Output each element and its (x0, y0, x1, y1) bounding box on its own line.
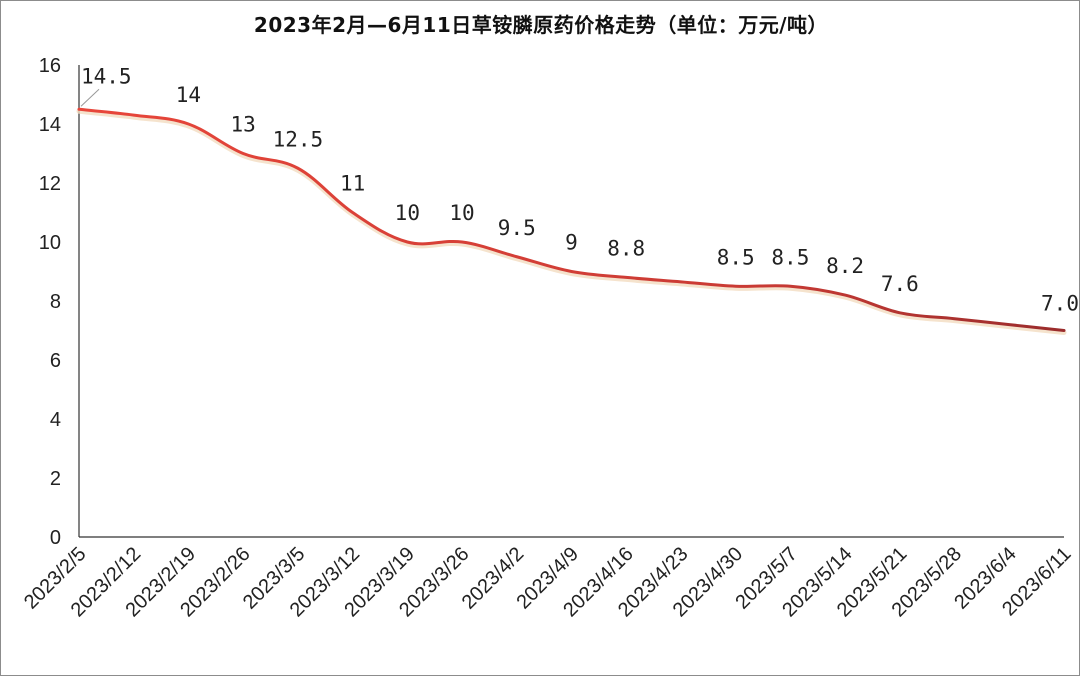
y-tick-label-5: 10 (39, 232, 61, 254)
y-tick-label-8: 16 (39, 55, 61, 77)
data-label-0: 14.5 (81, 64, 132, 88)
data-label-4: 12.5 (273, 127, 324, 151)
data-point-7 (460, 240, 463, 243)
data-label-3: 13 (231, 113, 256, 137)
y-tick-label-7: 14 (39, 114, 61, 136)
data-point-8 (515, 255, 518, 258)
data-point-16 (953, 317, 956, 320)
series-line-shadow (76, 108, 1067, 335)
data-label-14: 8.2 (826, 254, 864, 278)
chart-title: 2023年2月—6月11日草铵膦原药价格走势（单位：万元/吨） (253, 13, 829, 37)
data-label-10: 8.8 (607, 236, 645, 260)
data-point-10 (625, 276, 628, 279)
data-label-18: 7.0 (1041, 292, 1079, 316)
data-label-9: 9 (565, 231, 578, 255)
series-line (77, 107, 1066, 332)
data-label-12: 8.5 (717, 245, 755, 269)
data-point-13 (789, 285, 792, 288)
data-point-14 (844, 294, 847, 297)
y-tick-label-1: 2 (50, 468, 61, 490)
y-tick-label-6: 12 (39, 173, 61, 195)
y-tick-label-0: 0 (50, 527, 61, 549)
data-point-0 (77, 108, 80, 111)
data-point-5 (351, 211, 354, 214)
y-tick-label-3: 6 (50, 350, 61, 372)
data-label-leader-0 (80, 88, 100, 107)
data-label-13: 8.5 (771, 245, 809, 269)
data-point-18 (1062, 329, 1065, 332)
data-point-11 (679, 280, 682, 283)
data-point-3 (242, 152, 245, 155)
data-label-6: 10 (395, 201, 420, 225)
data-label-2: 14 (176, 83, 201, 107)
data-point-9 (570, 270, 573, 273)
data-label-7: 10 (449, 201, 474, 225)
data-label-15: 7.6 (881, 272, 919, 296)
data-label-8: 9.5 (498, 216, 536, 240)
y-tick-label-4: 8 (50, 291, 61, 313)
data-point-1 (132, 114, 135, 117)
data-point-17 (1008, 323, 1011, 326)
data-point-4 (296, 167, 299, 170)
data-point-6 (406, 240, 409, 243)
data-point-2 (187, 122, 190, 125)
y-tick-label-2: 4 (50, 409, 61, 431)
data-label-5: 11 (340, 172, 365, 196)
data-point-12 (734, 285, 737, 288)
data-point-15 (898, 311, 901, 314)
